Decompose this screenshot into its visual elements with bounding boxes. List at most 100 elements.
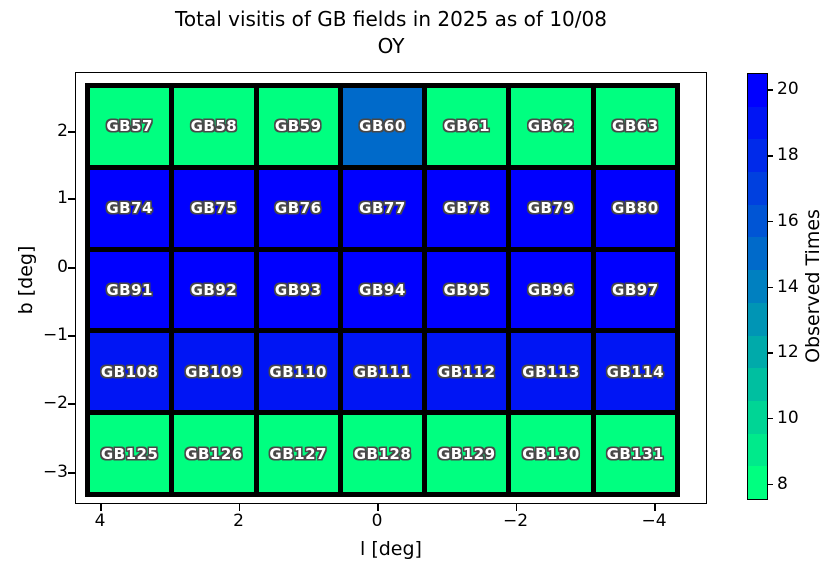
heatmap-cell-label: GB114: [606, 362, 665, 381]
heatmap-cell-label: GB62: [527, 117, 575, 136]
heatmap-cell-GB95: GB95: [427, 251, 507, 329]
y-tick-label: −1: [42, 325, 68, 345]
colorbar-label: Observed Times: [802, 209, 824, 363]
colorbar-segment: [748, 237, 767, 271]
colorbar-segment: [748, 400, 767, 434]
heatmap-cell-GB62: GB62: [511, 88, 591, 165]
x-tick-label: 4: [94, 511, 106, 531]
y-tick-label: 1: [57, 188, 68, 208]
heatmap-cell-label: GB108: [100, 362, 159, 381]
heatmap-cell-GB76: GB76: [258, 169, 338, 247]
heatmap-cell-label: GB94: [359, 280, 406, 299]
heatmap-cell-label: GB76: [274, 199, 322, 218]
heatmap-cell-label: GB131: [606, 444, 665, 463]
colorbar-segment: [748, 335, 767, 369]
heatmap-cell-GB108: GB108: [90, 333, 170, 411]
heatmap-cell-GB57: GB57: [90, 88, 170, 165]
colorbar-segment: [748, 433, 767, 467]
colorbar-tick-label: 14: [777, 276, 799, 297]
heatmap-cell-GB63: GB63: [595, 88, 675, 165]
heatmap-cell-label: GB128: [353, 444, 412, 463]
heatmap-cell-GB125: GB125: [90, 415, 170, 492]
colorbar-segment: [748, 74, 767, 107]
heatmap-cell-GB74: GB74: [90, 169, 170, 247]
x-tick-label: 2: [233, 511, 244, 531]
colorbar-segment: [748, 466, 767, 499]
colorbar-tick-label: 16: [777, 210, 799, 231]
heatmap-cell-GB78: GB78: [427, 169, 507, 247]
heatmap-cell-label: GB92: [190, 280, 238, 299]
colorbar-segment: [748, 172, 767, 205]
chart-title-line1: Total visitis of GB fields in 2025 as of…: [175, 7, 607, 31]
colorbar-tick-label: 20: [777, 79, 799, 100]
heatmap-cell-label: GB126: [185, 444, 243, 463]
heatmap-cell-label: GB75: [190, 199, 238, 218]
y-tick-mark: [68, 335, 75, 337]
heatmap-cell-label: GB112: [438, 362, 496, 381]
y-tick-mark: [68, 472, 75, 474]
x-axis-label: l [deg]: [360, 538, 422, 560]
y-tick-label: −3: [42, 462, 68, 482]
heatmap-cell-label: GB113: [522, 362, 580, 381]
heatmap-cell-GB112: GB112: [427, 333, 507, 411]
heatmap-cell-GB79: GB79: [511, 169, 591, 247]
x-tick-mark: [377, 504, 379, 511]
heatmap-cell-label: GB91: [106, 280, 153, 299]
x-tick-label: −4: [641, 511, 667, 531]
colorbar-tick-mark: [768, 483, 773, 486]
chart-title-line2: OY: [377, 34, 405, 58]
heatmap-cell-GB97: GB97: [595, 251, 675, 329]
heatmap-cell-label: GB61: [443, 117, 491, 136]
heatmap-cell-label: GB109: [185, 362, 243, 381]
heatmap-cell-GB131: GB131: [595, 415, 675, 492]
heatmap-cell-GB91: GB91: [90, 251, 170, 329]
heatmap-cell-GB109: GB109: [174, 333, 254, 411]
heatmap-cell-GB59: GB59: [258, 88, 338, 165]
colorbar-tick-mark: [768, 89, 773, 91]
x-tick-mark: [654, 504, 656, 511]
heatmap-cell-label: GB77: [359, 199, 406, 218]
heatmap-cell-label: GB58: [190, 117, 238, 136]
heatmap-cell-GB129: GB129: [427, 415, 507, 492]
heatmap-cell-label: GB74: [106, 199, 153, 218]
x-tick-label: 0: [371, 511, 383, 531]
colorbar-segment: [748, 106, 767, 140]
heatmap-cell-GB75: GB75: [174, 169, 254, 247]
heatmap-cell-label: GB78: [443, 199, 491, 218]
y-axis-label: b [deg]: [15, 245, 37, 315]
heatmap-cell-GB127: GB127: [258, 415, 338, 492]
y-tick-mark: [68, 267, 75, 269]
heatmap-cell-GB128: GB128: [342, 415, 423, 492]
colorbar-tick-label: 18: [777, 145, 799, 166]
heatmap-cell-GB77: GB77: [342, 169, 423, 247]
heatmap-cell-label: GB79: [527, 199, 575, 218]
colorbar-segment: [748, 270, 767, 303]
heatmap-cell-label: GB59: [274, 117, 322, 136]
heatmap-cell-label: GB57: [106, 117, 153, 136]
heatmap-cell-GB126: GB126: [174, 415, 254, 492]
heatmap-cell-label: GB130: [522, 444, 580, 463]
heatmap-cell-label: GB96: [527, 280, 575, 299]
y-tick-label: −2: [42, 393, 68, 413]
heatmap-cell-label: GB93: [274, 280, 322, 299]
heatmap-cell-GB111: GB111: [342, 333, 423, 411]
heatmap-cell-GB60: GB60: [342, 88, 423, 165]
heatmap-cell-label: GB95: [443, 280, 491, 299]
colorbar-tick-mark: [768, 417, 773, 420]
colorbar-tick-label: 8: [777, 473, 788, 494]
heatmap-cell-GB61: GB61: [427, 88, 507, 165]
heatmap-cell-GB96: GB96: [511, 251, 591, 329]
heatmap-cell-label: GB60: [359, 117, 406, 136]
x-tick-label: −2: [502, 511, 529, 531]
heatmap-grid: GB57 GB58 GB59 GB60 GB61 GB62 GB63 GB74 GB75 GB76…: [85, 83, 680, 497]
heatmap-cell-GB110: GB110: [258, 333, 338, 411]
colorbar-segment: [748, 368, 767, 401]
heatmap-cell-GB80: GB80: [595, 169, 675, 247]
colorbar-tick-label: 12: [777, 342, 799, 363]
y-tick-mark: [68, 131, 75, 133]
heatmap-cell-GB113: GB113: [511, 333, 591, 411]
colorbar: [747, 73, 768, 500]
heatmap-cell-GB94: GB94: [342, 251, 423, 329]
colorbar-segment: [748, 139, 767, 173]
